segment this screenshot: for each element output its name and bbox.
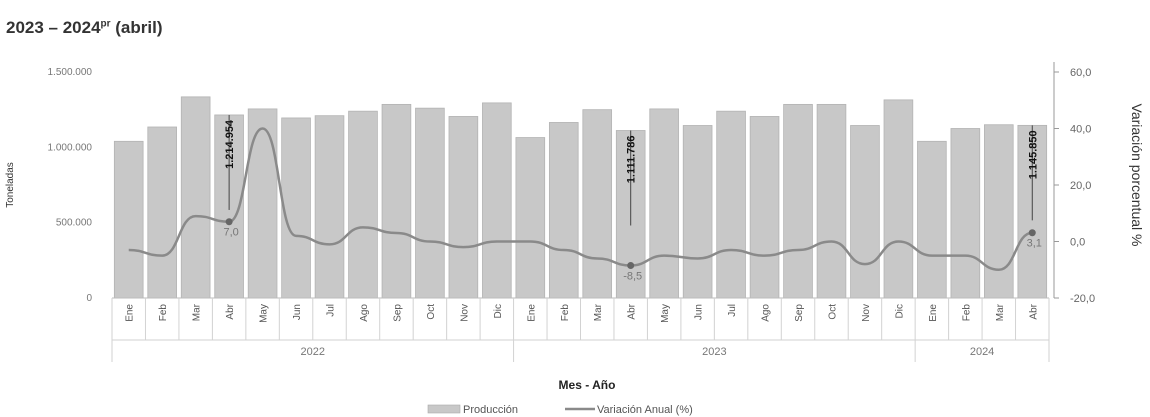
y-tick-label: 1.500.000 xyxy=(48,67,93,78)
x-tick-label: Ene xyxy=(526,304,537,322)
bar xyxy=(281,117,311,299)
bar xyxy=(113,140,144,299)
bar xyxy=(950,128,981,299)
x-tick-label: Feb xyxy=(560,304,571,322)
bar xyxy=(247,108,278,299)
y2-tick-label: 40,0 xyxy=(1070,124,1091,136)
y2-tick-label: 60,0 xyxy=(1070,67,1091,79)
line-point xyxy=(627,262,635,270)
bar xyxy=(381,103,412,299)
subtitle-tail: (abril) xyxy=(110,18,163,37)
x-tick-label: Sep xyxy=(392,304,403,322)
y-axis-title: Toneladas xyxy=(5,162,16,208)
line-data-label: -8,5 xyxy=(623,271,642,283)
y-tick-label: 1.000.000 xyxy=(48,142,93,153)
x-tick-label: Feb xyxy=(158,304,169,322)
x-tick-label: Dic xyxy=(894,304,905,318)
x-tick-label: May xyxy=(660,304,671,323)
bar xyxy=(147,126,177,299)
y-tick-label: 500.000 xyxy=(56,218,93,229)
y2-axis-title: Variación porcentual % xyxy=(1129,104,1145,247)
x-tick-label: May xyxy=(259,304,270,323)
x-tick-label: Oct xyxy=(827,304,838,320)
bar xyxy=(917,140,947,299)
line-data-label: 3,1 xyxy=(1027,238,1042,250)
bar xyxy=(548,122,579,299)
x-axis-title: Mes - Año xyxy=(559,378,616,392)
bar xyxy=(180,96,211,299)
y2-tick-label: 0,0 xyxy=(1070,237,1085,249)
y-tick-label: 0 xyxy=(86,293,92,304)
bar xyxy=(582,109,613,299)
year-label: 2022 xyxy=(301,346,325,358)
bar xyxy=(783,103,813,299)
x-tick-label: Jul xyxy=(727,304,738,317)
bar xyxy=(984,124,1014,299)
x-tick-label: Nov xyxy=(861,304,872,322)
line-data-label: 7,0 xyxy=(223,227,238,239)
bar xyxy=(749,116,780,299)
bar xyxy=(448,116,479,299)
bar xyxy=(482,102,512,299)
x-tick-label: Mar xyxy=(192,303,203,321)
x-tick-label: Sep xyxy=(794,304,805,322)
bar xyxy=(415,107,445,299)
bar xyxy=(348,110,378,299)
x-tick-label: Oct xyxy=(426,304,437,320)
line-point xyxy=(1028,229,1036,237)
x-tick-label: Abr xyxy=(627,303,638,319)
x-tick-label: Nov xyxy=(459,304,470,322)
x-tick-label: Mar xyxy=(995,303,1006,321)
subtitle-superscript: pr xyxy=(100,18,111,30)
y2-tick-label: -20,0 xyxy=(1070,293,1095,305)
subtitle-years: 2023 – 2024 xyxy=(6,18,101,37)
bar-data-label: 1.214.954 xyxy=(224,119,236,169)
x-tick-label: Jun xyxy=(292,304,303,320)
x-tick-label: Feb xyxy=(961,304,972,322)
x-tick-label: Abr xyxy=(1028,303,1039,319)
bar-data-label: 1.145.850 xyxy=(1027,130,1039,179)
bar xyxy=(716,110,746,299)
x-tick-label: Jun xyxy=(694,304,705,320)
legend-swatch-bar xyxy=(427,404,461,414)
bar xyxy=(515,137,546,299)
x-tick-label: Ene xyxy=(125,304,136,322)
bar xyxy=(850,125,880,299)
x-tick-label: Dic xyxy=(493,304,504,318)
x-tick-label: Ago xyxy=(359,304,370,322)
x-tick-label: Abr xyxy=(225,303,236,319)
y2-tick-label: 20,0 xyxy=(1070,180,1091,192)
bar-data-label: 1.111.786 xyxy=(626,135,638,183)
x-tick-label: Mar xyxy=(593,303,604,321)
legend-label-line: Variación Anual (%) xyxy=(597,404,693,416)
x-tick-label: Ago xyxy=(761,304,772,322)
bar xyxy=(883,99,914,299)
x-tick-label: Jul xyxy=(326,304,337,317)
year-label: 2024 xyxy=(970,346,994,358)
bar xyxy=(816,103,847,299)
year-label: 2023 xyxy=(702,346,726,358)
legend-label-bar: Producción xyxy=(463,404,518,416)
variation-line xyxy=(128,127,1033,272)
bar xyxy=(649,108,679,299)
chart-subtitle: 2023 – 2024pr (abril) xyxy=(6,18,163,38)
bar xyxy=(314,115,345,299)
line-point xyxy=(225,218,233,226)
bar xyxy=(682,125,713,299)
x-tick-label: Ene xyxy=(928,304,939,322)
